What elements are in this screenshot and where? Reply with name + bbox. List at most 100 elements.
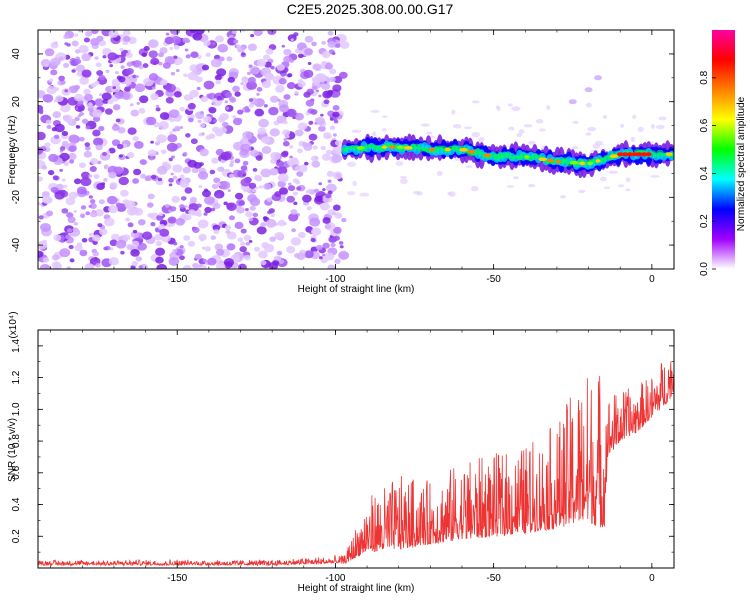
- noise-blob: [283, 55, 292, 63]
- noise-blob: [158, 52, 164, 58]
- noise-blob: [310, 155, 319, 162]
- noise-blob: [334, 212, 343, 219]
- snr-panel: -150 -100 -50 0 0.2 0.4 0.6 0.8 1.0 1.2 1.4 Height…: [7, 311, 675, 594]
- noise-blob: [173, 91, 182, 98]
- noise-blob: [528, 140, 536, 145]
- noise-blob: [149, 157, 154, 161]
- noise-blob: [311, 41, 317, 47]
- noise-blob: [203, 116, 212, 124]
- noise-blob: [331, 52, 336, 55]
- noise-blob: [191, 167, 199, 174]
- spectrogram-xlabel: Height of straight line (km): [298, 284, 415, 295]
- noise-blob: [104, 108, 113, 115]
- noise-blob: [231, 30, 237, 35]
- noise-blob: [513, 176, 519, 180]
- noise-blob: [132, 229, 138, 234]
- noise-blob: [75, 107, 79, 110]
- noise-blob: [215, 35, 225, 43]
- noise-blob: [297, 122, 308, 131]
- noise-blob: [104, 217, 115, 227]
- noise-blob: [318, 256, 323, 260]
- noise-blob: [76, 64, 86, 73]
- colorbar-gradient: [712, 30, 735, 269]
- noise-blob: [603, 186, 611, 190]
- noise-blob: [321, 60, 328, 66]
- noise-blob: [67, 152, 77, 161]
- noise-blob: [203, 80, 215, 90]
- noise-blob: [256, 92, 260, 96]
- noise-blob: [287, 185, 296, 192]
- noise-blob: [310, 227, 322, 236]
- noise-blob: [292, 191, 298, 196]
- noise-blob: [256, 58, 267, 67]
- noise-blob: [197, 219, 209, 229]
- noise-blob: [306, 206, 312, 211]
- noise-blob: [187, 102, 196, 110]
- noise-blob: [74, 93, 84, 102]
- noise-blob: [109, 182, 118, 189]
- noise-blob: [164, 36, 174, 45]
- noise-blob: [179, 204, 185, 209]
- noise-blob: [211, 42, 216, 46]
- noise-blob: [224, 100, 228, 104]
- noise-blob: [135, 256, 143, 262]
- noise-blob: [617, 184, 625, 188]
- noise-blob: [150, 57, 160, 66]
- noise-blob: [92, 251, 99, 257]
- colorbar-label: Normalized spectral amplitude: [736, 96, 747, 231]
- noise-blob: [147, 193, 155, 200]
- noise-blob: [38, 176, 43, 182]
- noise-blob: [637, 126, 644, 132]
- noise-blob: [75, 125, 81, 129]
- snr-ytick-label: 1.4: [11, 338, 22, 352]
- noise-blob: [206, 93, 213, 99]
- noise-blob: [630, 136, 635, 143]
- noise-blob: [256, 87, 263, 92]
- noise-blob: [252, 167, 258, 172]
- noise-blob: [248, 239, 253, 243]
- noise-blob: [224, 225, 232, 231]
- noise-blob: [302, 142, 308, 147]
- noise-blob: [168, 257, 180, 266]
- noise-blob: [283, 120, 288, 125]
- colorbar-tick-label: 0.6: [699, 118, 710, 132]
- noise-blob: [217, 166, 225, 172]
- noise-blob: [338, 71, 348, 79]
- noise-blob: [225, 230, 231, 234]
- noise-blob: [164, 204, 170, 208]
- noise-blob: [321, 153, 331, 161]
- noise-blob: [185, 133, 191, 138]
- noise-blob: [277, 166, 288, 175]
- noise-blob: [60, 103, 71, 113]
- noise-blob: [169, 118, 175, 123]
- noise-blob: [261, 80, 272, 89]
- noise-blob: [304, 48, 314, 56]
- snr-xlabel: Height of straight line (km): [298, 583, 415, 594]
- noise-blob: [67, 216, 76, 224]
- spectrogram-xtick-label: -150: [167, 274, 187, 285]
- noise-blob: [126, 61, 133, 67]
- noise-blob: [212, 126, 220, 133]
- noise-blob: [338, 250, 350, 260]
- noise-blob: [294, 129, 304, 137]
- noise-blob: [195, 111, 205, 120]
- noise-blob: [107, 99, 114, 105]
- noise-blob: [217, 43, 229, 53]
- noise-blob: [155, 256, 164, 264]
- noise-blob: [108, 257, 119, 266]
- noise-blob: [269, 95, 279, 103]
- noise-blob: [93, 174, 100, 180]
- noise-blob: [332, 145, 344, 155]
- noise-blob: [88, 102, 93, 106]
- noise-blob: [314, 195, 323, 203]
- noise-blob: [333, 235, 340, 241]
- noise-blob: [84, 142, 91, 147]
- noise-blob: [296, 252, 306, 260]
- noise-blob: [518, 129, 525, 134]
- noise-blob: [184, 214, 192, 221]
- noise-blob: [291, 228, 296, 233]
- noise-blob: [63, 114, 73, 123]
- spectrogram-ytick-label: 0: [11, 146, 22, 152]
- ridge-hotspot: [459, 148, 469, 152]
- noise-blob: [165, 83, 176, 93]
